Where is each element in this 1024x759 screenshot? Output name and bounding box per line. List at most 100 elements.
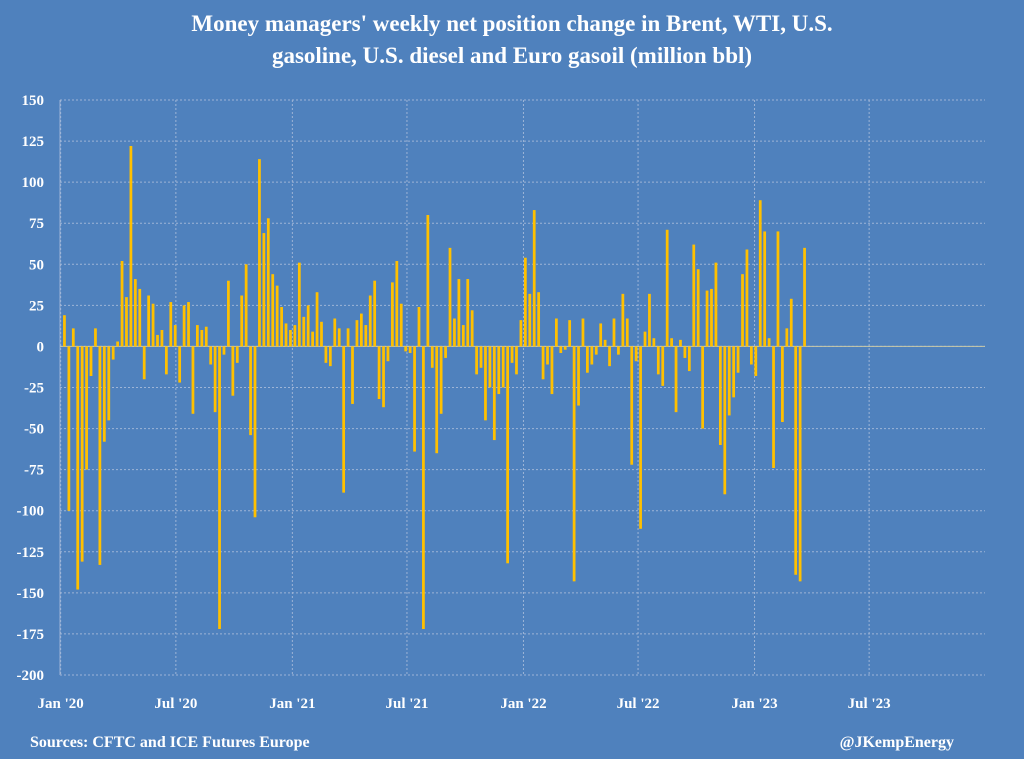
bar <box>417 307 421 347</box>
x-axis-ticks: Jan '20 Jul '20 Jan '21 Jul '21 Jan '22 Jul '… <box>38 696 891 712</box>
bar <box>125 297 128 347</box>
bar <box>639 346 642 529</box>
bar <box>173 325 177 347</box>
x-tick-label: Jan '20 <box>38 696 84 712</box>
bar <box>439 346 443 414</box>
bar <box>750 346 753 365</box>
x-tick-label: Jul '20 <box>154 696 197 712</box>
bar <box>355 320 359 347</box>
bar <box>377 346 381 399</box>
bar <box>590 346 594 365</box>
bar <box>479 346 483 368</box>
bar <box>107 346 111 421</box>
gridlines <box>59 99 985 676</box>
bar <box>94 328 97 347</box>
bar <box>200 330 204 347</box>
bar <box>413 346 416 452</box>
bar <box>794 346 798 575</box>
bar <box>351 346 354 404</box>
bar <box>515 346 518 375</box>
bar <box>368 295 372 347</box>
bar <box>608 346 611 367</box>
bar <box>652 338 656 347</box>
bar <box>661 346 665 386</box>
bar <box>249 346 252 436</box>
bar <box>71 328 75 347</box>
y-tick-label: -100 <box>17 504 45 520</box>
y-axis-ticks: 150 125 100 75 50 25 0 -25 -50 -75 -100 -125 -150 -17… <box>17 93 45 684</box>
bar <box>266 218 270 347</box>
bar <box>466 279 470 347</box>
y-tick-label: -200 <box>17 668 45 684</box>
bar <box>63 315 66 347</box>
bar <box>510 346 514 363</box>
bar <box>563 346 567 350</box>
bar <box>209 346 213 365</box>
bar <box>80 346 84 562</box>
bar <box>426 215 430 347</box>
bar <box>718 346 722 445</box>
bar <box>102 346 106 442</box>
bar <box>156 334 159 347</box>
bar <box>89 346 93 376</box>
bar <box>705 290 709 347</box>
bar <box>546 346 549 365</box>
y-tick-label: 75 <box>29 216 44 232</box>
bar <box>763 231 767 347</box>
y-tick-label: -175 <box>17 627 45 643</box>
bar <box>315 292 319 347</box>
bar <box>754 346 758 376</box>
bar <box>710 288 713 347</box>
bar <box>311 331 314 347</box>
x-tick-label: Jan '23 <box>731 696 777 712</box>
bar <box>116 341 119 347</box>
source-note: Sources: CFTC and ICE Futures Europe <box>30 734 310 751</box>
chart-title: Money managers' weekly net position chan… <box>0 8 1024 72</box>
bar <box>683 346 687 358</box>
bar <box>594 346 598 355</box>
bar <box>213 346 217 413</box>
y-tick-label: -50 <box>24 422 44 438</box>
bar <box>758 200 762 347</box>
bar <box>218 346 221 629</box>
bar <box>532 210 536 347</box>
bar <box>723 346 727 495</box>
bar <box>461 325 465 347</box>
bar <box>324 346 328 363</box>
x-tick-label: Jan '21 <box>269 696 315 712</box>
y-tick-label: -25 <box>24 381 44 397</box>
y-tick-label: 125 <box>22 134 45 150</box>
bar <box>364 325 368 347</box>
bar <box>453 318 456 347</box>
bar <box>555 318 558 347</box>
bar <box>262 233 266 347</box>
x-tick-label: Jul '23 <box>848 696 891 712</box>
bar <box>404 346 408 352</box>
x-tick-label: Jul '22 <box>617 696 660 712</box>
bar <box>741 274 744 347</box>
bar <box>435 346 439 454</box>
bar <box>798 346 802 582</box>
bar <box>391 282 394 347</box>
bar <box>342 346 346 493</box>
bar <box>550 346 554 395</box>
bar <box>129 146 133 347</box>
bar <box>275 285 279 347</box>
bar <box>191 346 195 414</box>
bars <box>63 146 806 629</box>
bar <box>448 247 452 347</box>
bar <box>253 346 257 518</box>
bar <box>293 325 297 347</box>
bar <box>147 295 151 347</box>
bar <box>506 346 509 564</box>
x-tick-label: Jul '21 <box>385 696 428 712</box>
bar <box>67 346 71 511</box>
bar <box>687 346 691 372</box>
bar <box>346 328 350 347</box>
bar <box>696 269 700 347</box>
bar <box>160 330 164 347</box>
bar <box>289 330 292 347</box>
chart-title-line-2: gasoline, U.S. diesel and Euro gasoil (m… <box>271 43 753 68</box>
bar <box>692 244 696 347</box>
bar <box>164 346 168 375</box>
